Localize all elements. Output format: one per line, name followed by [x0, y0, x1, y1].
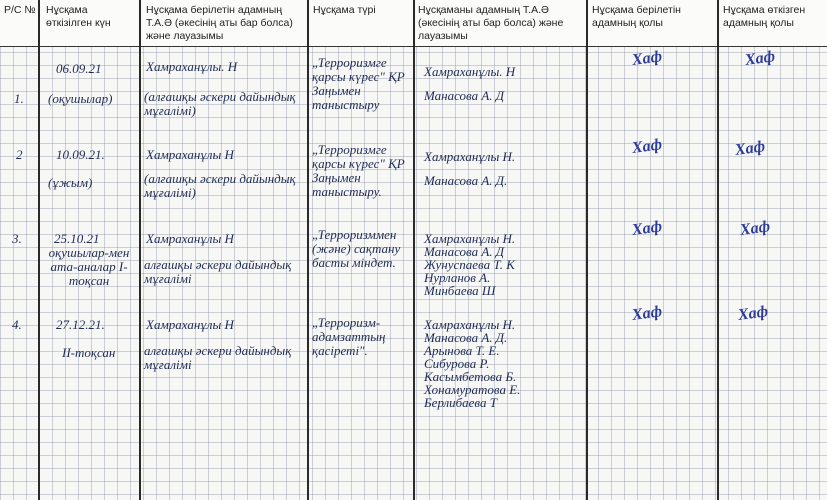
row-persons: Хамраханұлы Н. Манасова А. Д.: [424, 149, 516, 188]
row-date: 25.10.21: [54, 231, 100, 246]
row-instructor: Хамраханұлы Н: [146, 231, 234, 246]
header-type: Нұсқама түрі: [313, 4, 376, 16]
column-divider: [38, 0, 40, 500]
column-divider: [139, 0, 141, 500]
row-type: „Терроризмге қарсы күрес" ҚР Заңымен тан…: [312, 142, 405, 199]
row-number: 2: [16, 147, 23, 162]
row-position: (алғашқы әскери дайындық мұғалімі): [144, 89, 296, 118]
row-number: 4.: [12, 317, 22, 332]
row-audience: II-тоқсан: [62, 345, 116, 360]
table-header: Р/С № Нұсқама өткізілген күн Нұсқама бер…: [0, 0, 827, 47]
row-audience: (ұжым): [48, 175, 93, 190]
header-instructor-signature: Нұсқама өткізген адамның қолы: [723, 4, 806, 29]
row-date: 27.12.21.: [56, 317, 105, 332]
row-date: 10.09.21.: [56, 147, 105, 162]
header-date: Нұсқама өткізілген күн: [46, 4, 111, 29]
row-number: 1.: [14, 91, 24, 106]
row-position: алғашқы әскери дайындық мұғалімі: [144, 257, 292, 286]
header-instructor: Нұсқама берілетін адамның Т.А.Ә (әкесіні…: [146, 4, 293, 42]
row-instructor: Хамраханұлы Н: [146, 317, 234, 332]
row-position: (алғашқы әскери дайындық мұғалімі): [144, 171, 296, 200]
row-audience: (оқушылар): [48, 91, 113, 106]
column-divider: [413, 0, 415, 500]
column-divider: [717, 0, 719, 500]
row-type: „Терроризммен (және) сақтану басты мінде…: [312, 227, 401, 270]
column-divider: [586, 0, 588, 500]
row-audience: оқушылар-мен ата-аналар I-тоқсан: [48, 245, 130, 288]
row-instructor: Хамраханұлы. Н: [146, 59, 238, 74]
row-date: 06.09.21: [56, 61, 102, 76]
row-type: „Терроризм-адамзаттың қасіреті".: [312, 315, 386, 358]
row-position: алғашқы әскери дайындық мұғалімі: [144, 343, 292, 372]
header-persons: Нұсқаманы адамның Т.А.Ә (әкесінің аты ба…: [418, 4, 564, 42]
row-persons: Хамраханұлы. Н Манасова А. Д: [424, 64, 516, 103]
row-type: „Терроризмге қарсы күрес" ҚР Заңымен тан…: [312, 55, 405, 112]
header-number: Р/С №: [4, 4, 36, 16]
row-persons: Хамраханұлы Н. Манасова А. Д. Арынова Т.…: [424, 317, 521, 410]
row-persons: Хамраханұлы Н. Манасова А. Д Жунуспаева …: [424, 231, 516, 298]
row-instructor: Хамраханұлы Н: [146, 147, 234, 162]
column-divider: [307, 0, 309, 500]
row-number: 3.: [12, 231, 22, 246]
header-recipient-signature: Нұсқама берілетін адамның қолы: [592, 4, 681, 29]
